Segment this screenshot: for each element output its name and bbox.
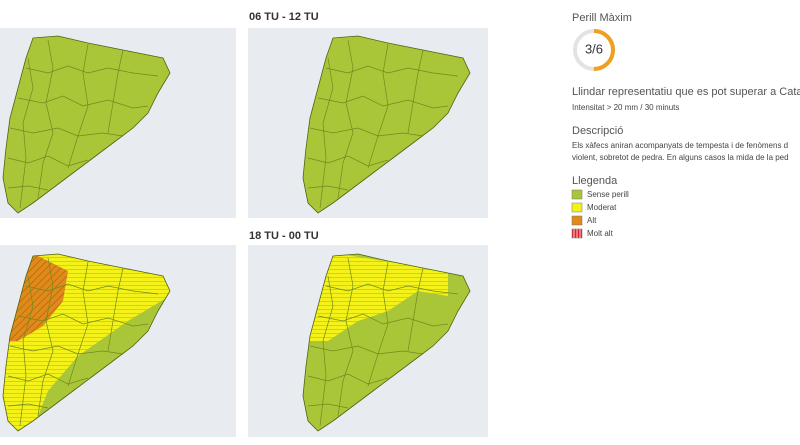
- description-line: violent, sobretot de pedra. En alguns ca…: [572, 153, 789, 162]
- threshold-title: Llindar representatiu que es pot superar…: [572, 86, 800, 98]
- legend-swatch: [571, 202, 583, 213]
- panel-label: 18 TU - 00 TU: [249, 230, 319, 242]
- max-title: Perill Màxim: [572, 12, 632, 24]
- description-title: Descripció: [572, 125, 623, 137]
- map: [302, 253, 471, 432]
- legend-label: Moderat: [587, 203, 617, 212]
- legend-swatch: [571, 189, 583, 200]
- panel-label: 06 TU - 12 TU: [249, 11, 319, 23]
- legend-label: Sense perill: [587, 190, 629, 199]
- description-line: Els xàfecs aniran acompanyats de tempest…: [572, 141, 788, 150]
- gauge-label: 3/6: [585, 41, 603, 56]
- legend-label: Molt alt: [587, 229, 614, 238]
- legend-swatch: [571, 215, 583, 226]
- threshold-text: Intensitat > 20 mm / 30 minuts: [572, 103, 679, 112]
- legend-label: Alt: [587, 216, 597, 225]
- legend-title: Llegenda: [572, 175, 618, 187]
- gauge-arc: [573, 29, 615, 71]
